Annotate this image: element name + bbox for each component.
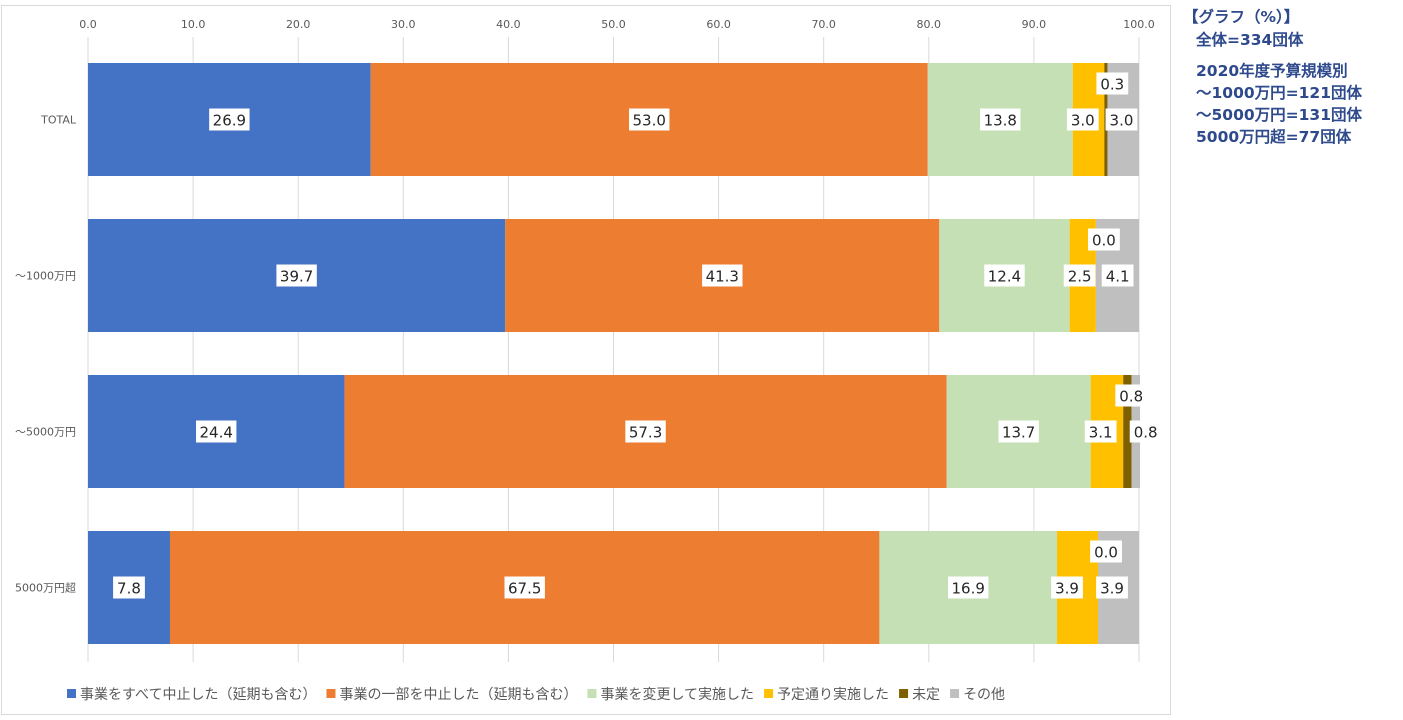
data-label: 4.1 — [1106, 268, 1130, 286]
legend-swatch — [67, 689, 76, 698]
data-label-box — [209, 108, 250, 131]
data-label: 57.3 — [629, 424, 662, 442]
data-label: 0.8 — [1134, 424, 1158, 442]
legend-label: その他 — [963, 687, 1005, 703]
legend-label: 事業の一部を中止した（延期も含む） — [339, 687, 577, 703]
category-label: 5000万円超 — [15, 581, 76, 595]
data-label-box — [113, 576, 145, 599]
data-label-box — [625, 420, 666, 443]
data-label: 3.9 — [1100, 580, 1124, 598]
data-label-box — [1084, 420, 1117, 443]
chart-frame — [1, 5, 1171, 715]
data-label: 2.5 — [1068, 268, 1092, 286]
x-tick-label: 80.0 — [917, 18, 942, 31]
data-label: 39.7 — [280, 268, 313, 286]
x-tick-label: 50.0 — [601, 18, 626, 31]
data-label-box — [1090, 540, 1122, 563]
legend-swatch — [764, 689, 774, 698]
legend-swatch — [326, 689, 336, 698]
data-label: 24.4 — [200, 424, 233, 442]
data-label-box — [1063, 264, 1096, 287]
data-label-box — [629, 108, 670, 131]
data-label-box — [998, 420, 1039, 443]
category-label: ～5000万円 — [15, 426, 76, 439]
x-tick-label: 20.0 — [286, 18, 311, 31]
data-label-box — [1051, 576, 1083, 599]
legend-swatch — [587, 689, 597, 698]
data-label: 0.3 — [1100, 76, 1124, 94]
x-tick-label: 40.0 — [496, 18, 521, 31]
data-label-box — [702, 264, 743, 287]
data-label: 7.8 — [117, 580, 141, 598]
data-label-box — [504, 576, 545, 599]
category-label: TOTAL — [40, 114, 77, 127]
x-tick-label: 70.0 — [811, 18, 836, 31]
data-label-box — [1066, 108, 1099, 131]
budget-breakdown-note: 2020年度予算規模別 ～1000万円=121団体 ～5000万円=131団体 … — [1196, 62, 1362, 150]
legend-label: 事業をすべて中止した（延期も含む） — [80, 687, 316, 703]
data-label-box — [1088, 228, 1120, 251]
x-tick-label: 10.0 — [181, 18, 206, 31]
data-label-box — [196, 420, 237, 443]
data-label: 41.3 — [706, 268, 739, 286]
x-tick-label: 0.0 — [79, 18, 97, 31]
data-label: 0.0 — [1092, 232, 1116, 250]
data-label: 0.0 — [1094, 544, 1118, 562]
category-label: ～1000万円 — [15, 270, 76, 283]
data-label-box — [276, 264, 317, 287]
data-label-box — [1129, 420, 1162, 443]
data-label: 53.0 — [633, 112, 666, 130]
data-label: 3.9 — [1055, 580, 1079, 598]
data-label: 13.7 — [1002, 424, 1035, 442]
data-label-box — [1105, 108, 1138, 131]
bar-segment — [1123, 375, 1132, 488]
data-label: 0.8 — [1119, 388, 1143, 406]
x-tick-label: 100.0 — [1123, 18, 1155, 31]
data-label: 3.0 — [1071, 112, 1095, 130]
legend-swatch — [899, 689, 909, 698]
x-tick-label: 90.0 — [1022, 18, 1047, 31]
budget-note-line: ～1000万円=121団体 — [1196, 84, 1362, 102]
budget-note-line: 2020年度予算規模別 — [1196, 62, 1348, 80]
data-label: 3.1 — [1089, 424, 1113, 442]
stacked-bar-chart: 0.0 10.0 20.0 30.0 40.0 50.0 60.0 70.0 80.0 90.0 1… — [15, 18, 1162, 703]
data-label: 13.8 — [984, 112, 1017, 130]
data-label-box — [980, 108, 1021, 131]
data-label-box — [1115, 384, 1148, 407]
data-label-box — [984, 264, 1025, 287]
legend-label: 事業を変更して実施した — [600, 686, 754, 703]
budget-note-line: 5000万円超=77団体 — [1196, 128, 1352, 146]
budget-note-line: ～5000万円=131団体 — [1196, 106, 1362, 124]
data-label: 67.5 — [508, 580, 541, 598]
data-label-box — [1101, 264, 1134, 287]
legend-swatch — [950, 689, 960, 698]
x-tick-label: 30.0 — [391, 18, 416, 31]
graph-unit-note: 【グラフ（%）】 — [1183, 8, 1300, 26]
data-label-box — [1096, 576, 1128, 599]
x-tick-label: 60.0 — [706, 18, 731, 31]
data-label: 16.9 — [952, 580, 985, 598]
data-label: 26.9 — [213, 112, 246, 130]
data-label: 12.4 — [988, 268, 1021, 286]
data-label-box — [1096, 72, 1129, 95]
data-label-box — [948, 576, 989, 599]
legend-label: 予定通り実施した — [777, 687, 889, 703]
data-label: 3.0 — [1110, 112, 1134, 130]
total-count-note: 全体=334団体 — [1196, 31, 1304, 49]
legend-label: 未定 — [912, 687, 940, 703]
